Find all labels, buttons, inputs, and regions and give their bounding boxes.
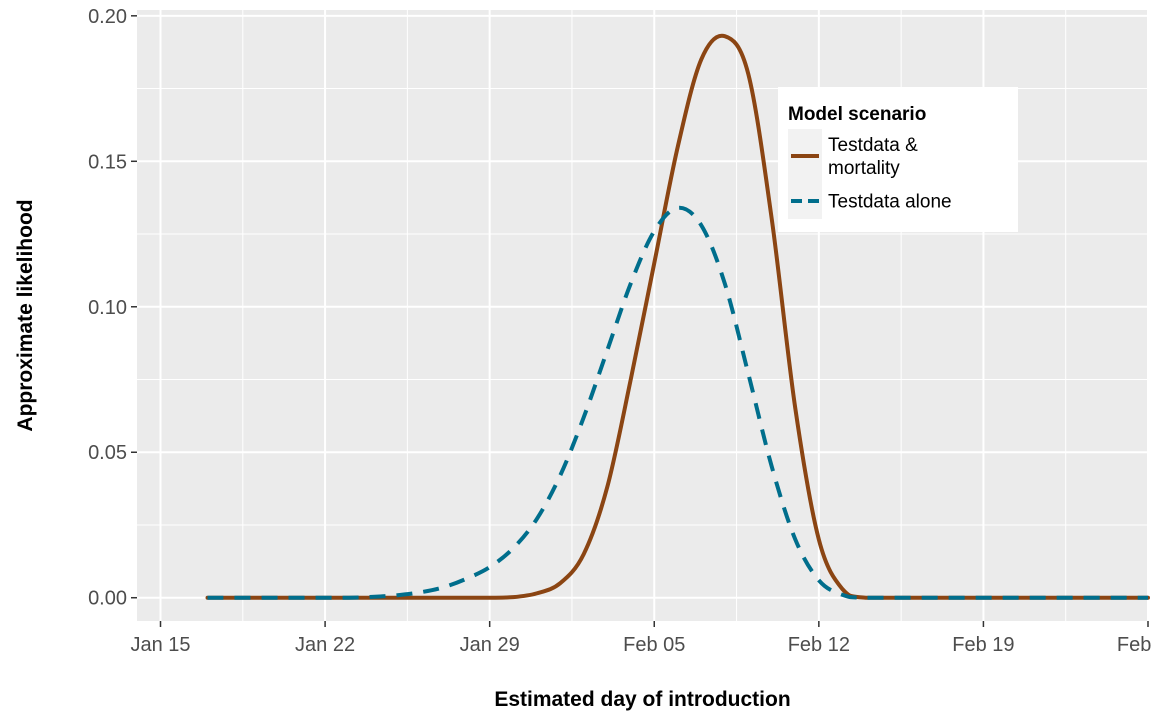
x-tick-label: Feb 19 (952, 634, 1014, 656)
x-tick-label: Jan 29 (460, 634, 520, 656)
y-tick-label: 0.20 (88, 6, 127, 28)
series-layer (205, 33, 1150, 600)
legend-label: mortality (828, 158, 900, 179)
x-axis-title: Estimated day of introduction (494, 688, 790, 711)
series-line-testdata-mortality (205, 33, 1150, 600)
y-tick-label: 0.05 (88, 442, 127, 464)
legend-label: Testdata & (828, 135, 918, 156)
legend-label: Testdata alone (828, 192, 952, 213)
y-axis-title: Approximate likelihood (14, 199, 37, 431)
series-line-testdata-alone (207, 205, 1148, 600)
x-tick-label: Jan 22 (295, 634, 355, 656)
legend-title: Model scenario (788, 104, 926, 125)
y-tick-label: 0.10 (88, 297, 127, 319)
legend-entries: Testdata & mortality Testdata alone (788, 129, 952, 219)
x-tick-label: Feb 05 (623, 634, 685, 656)
x-axis: Jan 15 Jan 22 Jan 29 Feb 05 Feb 12 Feb 19 Feb … (130, 621, 1157, 656)
x-tick-label: Feb 12 (788, 634, 850, 656)
y-tick-label: 0.15 (88, 151, 127, 173)
y-axis: 0.00 0.05 0.10 0.15 0.20 (88, 6, 137, 610)
legend: Model scenario Testdata & mortalityTestd… (778, 87, 1018, 232)
x-tick-label: Jan 15 (130, 634, 190, 656)
y-tick-label: 0.00 (88, 588, 127, 610)
x-tick-label: Feb 26 (1117, 634, 1157, 656)
